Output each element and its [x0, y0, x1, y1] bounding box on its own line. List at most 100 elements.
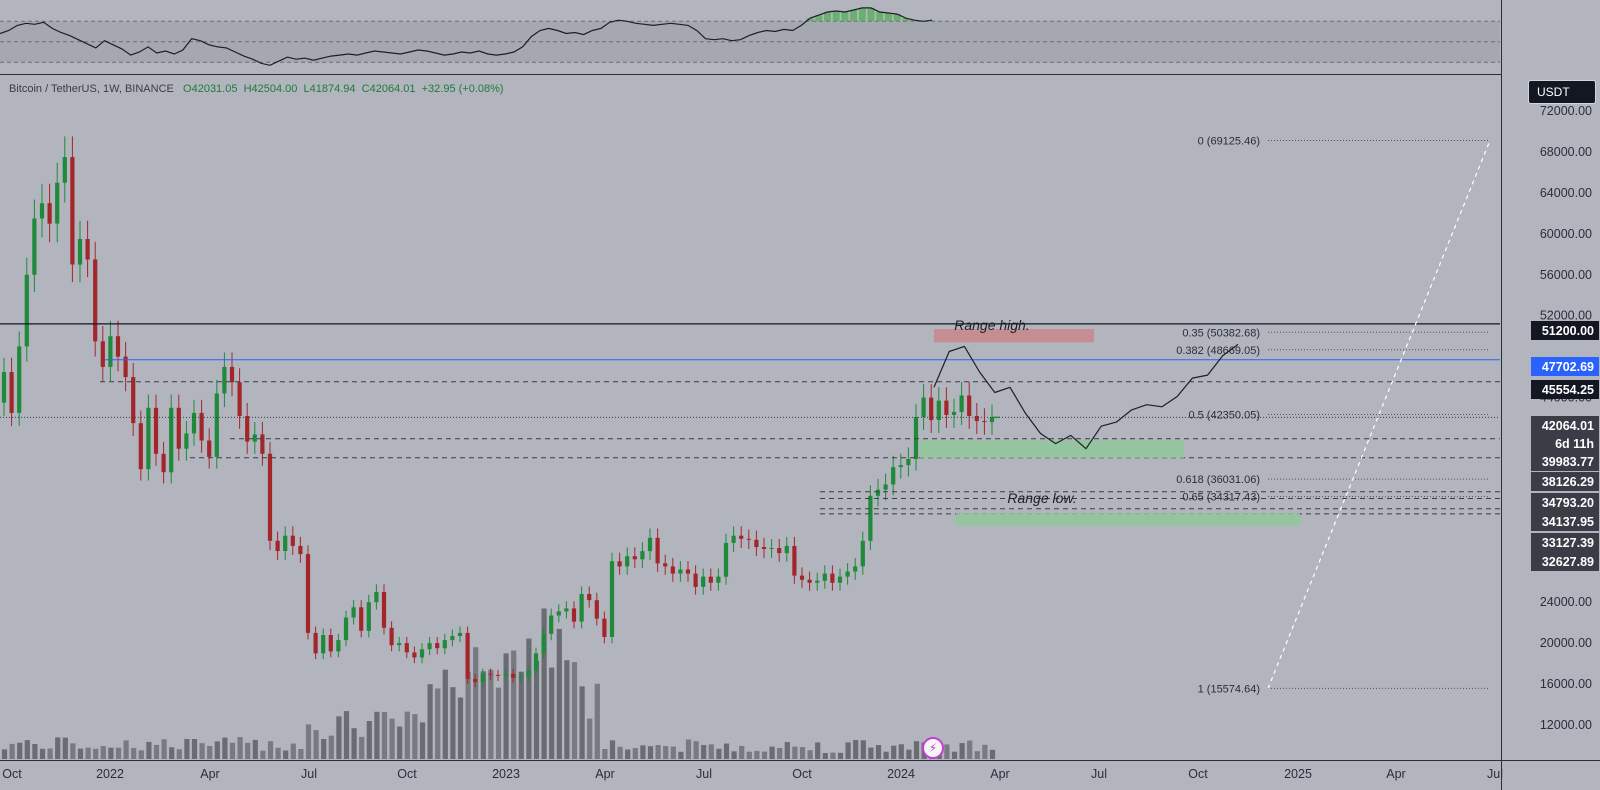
candle-body — [784, 545, 789, 554]
candle-body — [853, 566, 858, 572]
candle-body — [24, 274, 29, 347]
candle-body — [868, 495, 873, 541]
price-level-tag — [1531, 533, 1599, 552]
candle-body — [435, 643, 440, 649]
price-tick-label: 52000.00 — [1540, 309, 1592, 323]
volume-bar — [959, 743, 965, 759]
ohlc-open: O42031.05 — [183, 83, 238, 95]
volume-bar — [670, 746, 676, 759]
price-level-label: 51200.00 — [1542, 324, 1594, 338]
price-level-label: 42064.01 — [1542, 419, 1594, 433]
volume-bar — [419, 722, 426, 759]
volume-bar — [169, 747, 175, 759]
volume-bar — [351, 728, 357, 759]
volume-bar — [77, 748, 84, 759]
volume-bar — [830, 752, 836, 759]
volume-bar — [898, 744, 904, 759]
candle-body — [837, 576, 843, 583]
time-tick-label: 2022 — [96, 767, 124, 781]
candle-body — [609, 561, 615, 637]
volume-bar — [32, 744, 38, 759]
price-level-tag — [1531, 321, 1599, 340]
volume-bar — [184, 739, 190, 759]
volume-bar — [359, 736, 365, 759]
countdown-tag — [1531, 434, 1599, 453]
time-tick-label: Oct — [2, 767, 22, 781]
volume-bar — [24, 740, 30, 759]
candle-body — [457, 632, 463, 636]
candle-body — [678, 569, 683, 574]
volume-bar — [290, 743, 296, 759]
candle-body — [625, 556, 630, 567]
volume-bar — [267, 741, 274, 759]
lightning-icon[interactable]: ⚡ — [922, 737, 944, 759]
candle-body — [412, 652, 417, 658]
volume-bar — [685, 739, 692, 759]
candle-body — [389, 627, 394, 646]
volume-bar — [617, 746, 623, 759]
price-level-tag — [1531, 357, 1599, 376]
volume-bar — [17, 742, 23, 759]
price-level-tag — [1531, 452, 1599, 471]
volume-bar — [989, 749, 996, 759]
candle-body — [480, 673, 485, 682]
price-tick-label: 16000.00 — [1540, 677, 1592, 691]
candle-body — [647, 537, 653, 552]
volume-bar — [374, 711, 380, 759]
volume-bar — [321, 739, 327, 759]
candle-body — [359, 607, 364, 631]
candle-body — [260, 434, 265, 454]
volume-bar — [906, 749, 912, 759]
candle-body — [1, 372, 7, 403]
candle-body — [176, 407, 181, 449]
volume-bar — [275, 747, 281, 759]
volume-bar — [982, 744, 988, 759]
candle-body — [9, 372, 14, 413]
candle-body — [891, 467, 896, 485]
volume-bar — [39, 748, 46, 759]
symbol-title[interactable]: Bitcoin / TetherUS, 1W, BINANCE — [9, 83, 174, 95]
currency-button[interactable]: USDT — [1528, 80, 1596, 104]
time-tick-label: 2025 — [1284, 767, 1312, 781]
volume-bar — [214, 741, 220, 759]
candle-body — [123, 356, 128, 378]
candle-body — [579, 594, 584, 622]
volume-bar — [647, 746, 654, 759]
candle-body — [739, 535, 744, 539]
volume-bar — [495, 687, 502, 759]
volume-bar — [123, 740, 129, 759]
candle-body — [283, 535, 288, 551]
time-tick-label: Jul — [1091, 767, 1107, 781]
price-tick-label: 72000.00 — [1540, 104, 1592, 118]
volume-bar — [252, 739, 258, 759]
price-level-tag — [1531, 472, 1599, 491]
candle-body — [769, 548, 774, 549]
candle-body — [321, 635, 326, 654]
volume-bar — [473, 647, 479, 759]
candle-body — [336, 640, 341, 652]
volume-bar — [450, 687, 456, 759]
candle-body — [108, 336, 113, 367]
candle-body — [860, 540, 865, 567]
price-level-tag — [1531, 552, 1599, 571]
volume-bar — [708, 744, 714, 759]
candle-body — [207, 440, 212, 457]
candle-body — [267, 453, 273, 541]
candle-body — [670, 566, 675, 574]
price-level-tag — [1531, 493, 1599, 512]
price-tick-label: 56000.00 — [1540, 268, 1592, 282]
price-level-tag — [1531, 512, 1599, 531]
volume-bar — [404, 711, 410, 759]
volume-bar — [845, 742, 851, 759]
price-tick-label: 20000.00 — [1540, 636, 1592, 650]
candle-body — [427, 643, 432, 650]
candle-body — [982, 421, 987, 423]
candle-body — [85, 239, 90, 260]
volume-bar — [146, 741, 152, 759]
volume-bar — [609, 740, 616, 759]
volume-bar — [594, 683, 600, 759]
price-level-label: 33127.39 — [1542, 536, 1594, 550]
candle-body — [214, 393, 219, 457]
volume-bar — [115, 747, 122, 759]
